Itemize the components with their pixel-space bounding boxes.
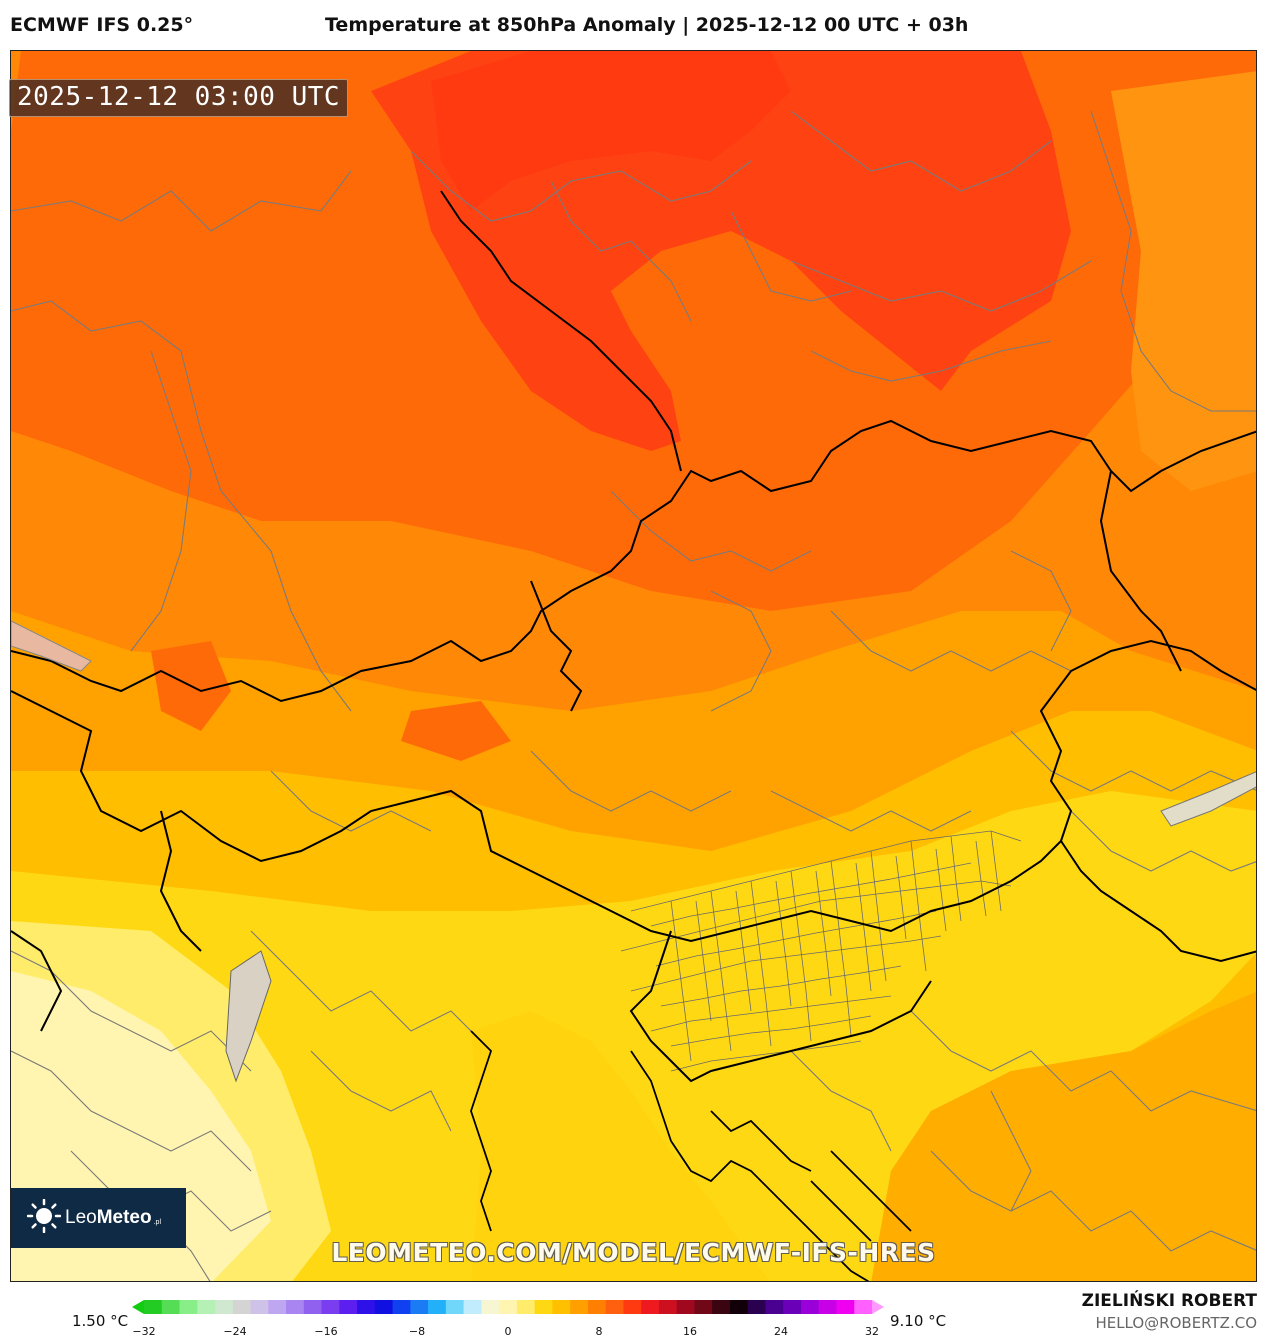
- scale-min-label: 1.50 °C: [72, 1312, 129, 1330]
- author-name: ZIELIŃSKI ROBERT: [1081, 1291, 1257, 1311]
- colorbar-cell: [357, 1300, 376, 1314]
- colorbar: [132, 1300, 884, 1314]
- colorbar-cell: [215, 1300, 234, 1314]
- logo-name-light: Leo: [65, 1207, 97, 1228]
- colorbar-cell: [765, 1300, 784, 1314]
- colorbar-cell: [570, 1300, 589, 1314]
- sun-icon: [26, 1198, 62, 1237]
- colorbar-cell: [392, 1300, 411, 1314]
- logo-name-bold: Meteo: [96, 1207, 152, 1228]
- colorbar-cell: [836, 1300, 855, 1314]
- colorbar-cell: [339, 1300, 358, 1314]
- logo-wordmark: LeoMeteo: [65, 1207, 152, 1229]
- colorbar-cell: [658, 1300, 678, 1314]
- scale-max-label: 9.10 °C: [890, 1312, 947, 1330]
- map-view[interactable]: [10, 50, 1257, 1282]
- colorbar-cell: [374, 1300, 394, 1314]
- colorbar-cell: [516, 1300, 536, 1314]
- colorbar-tick-label: 16: [683, 1325, 697, 1338]
- chart-title: Temperature at 850hPa Anomaly | 2025-12-…: [325, 14, 969, 36]
- lake-east: [1160, 771, 1256, 827]
- colorbar-cell: [481, 1300, 500, 1314]
- colorbar-cell: [854, 1300, 873, 1314]
- colorbar-cell: [445, 1300, 465, 1314]
- logo-suffix: .pl: [153, 1218, 162, 1226]
- coastlines: [470, 1030, 912, 1281]
- leometeo-logo[interactable]: LeoMeteo .pl: [11, 1188, 186, 1248]
- colorbar-cell: [250, 1300, 269, 1314]
- colorbar-cell: [605, 1300, 624, 1314]
- colorbar-tick-label: −24: [223, 1325, 247, 1338]
- municipal-boundaries: [620, 830, 1022, 1072]
- anomaly-zone-yellow: [11, 791, 1256, 1281]
- anomaly-zone-hotspot-mid: [401, 701, 511, 761]
- colorbar-cell: [410, 1300, 429, 1314]
- colorbar-cell: [623, 1300, 642, 1314]
- lake-northwest: [11, 620, 92, 672]
- colorbar-over-arrow: [872, 1300, 884, 1314]
- anomaly-zone-hot-2: [431, 51, 791, 211]
- site-watermark: LEOMETEO.COM/MODEL/ECMWF-IFS-HRES: [331, 1238, 936, 1267]
- colorbar-cell: [676, 1300, 695, 1314]
- author-email[interactable]: HELLO@ROBERTZ.CO: [1095, 1314, 1257, 1332]
- colorbar-cell: [179, 1300, 198, 1314]
- colorbar-cell: [800, 1300, 820, 1314]
- anomaly-zone-southeast-orange: [871, 991, 1256, 1281]
- colorbar-cell: [232, 1300, 252, 1314]
- colorbar-tick-label: 24: [774, 1325, 788, 1338]
- colorbar-cell: [587, 1300, 607, 1314]
- colorbar-cell: [694, 1300, 713, 1314]
- colorbar-cell: [783, 1300, 802, 1314]
- anomaly-zone-east-mild: [1111, 71, 1256, 491]
- colorbar-cell: [712, 1300, 731, 1314]
- colorbar-cell: [321, 1300, 340, 1314]
- colorbar-tick-label: 8: [595, 1325, 603, 1338]
- colorbar-cell: [499, 1300, 518, 1314]
- colorbar-tick-label: 32: [865, 1325, 879, 1338]
- colorbar-cell: [268, 1300, 287, 1314]
- colorbar-cell: [818, 1300, 837, 1314]
- colorbar-tick-label: −16: [314, 1325, 338, 1338]
- colorbar-cell: [534, 1300, 553, 1314]
- colorbar-cell: [463, 1300, 482, 1314]
- colorbar-under-arrow: [132, 1300, 144, 1314]
- colorbar-cell: [197, 1300, 216, 1314]
- valid-time-badge: 2025-12-12 03:00 UTC: [9, 79, 349, 117]
- colorbar-cell: [428, 1300, 447, 1314]
- colorbar-cell: [161, 1300, 181, 1314]
- colorbar-cell: [747, 1300, 766, 1314]
- colorbar-cell: [144, 1300, 163, 1314]
- colorbar-cell: [552, 1300, 571, 1314]
- adriatic-sea: [471, 1011, 770, 1281]
- colorbar-cell: [641, 1300, 660, 1314]
- colorbar-cell: [729, 1300, 749, 1314]
- anomaly-map: [11, 51, 1256, 1281]
- colorbar-cell: [286, 1300, 305, 1314]
- colorbar-tick-label: −8: [408, 1325, 426, 1338]
- model-name: ECMWF IFS 0.25°: [10, 14, 194, 36]
- colorbar-tick-label: −32: [132, 1325, 156, 1338]
- colorbar-cells: [132, 1300, 884, 1314]
- colorbar-cell: [303, 1300, 323, 1314]
- colorbar-tick-label: 0: [504, 1325, 512, 1338]
- lake-west: [225, 950, 272, 1083]
- national-borders: [11, 190, 1256, 1083]
